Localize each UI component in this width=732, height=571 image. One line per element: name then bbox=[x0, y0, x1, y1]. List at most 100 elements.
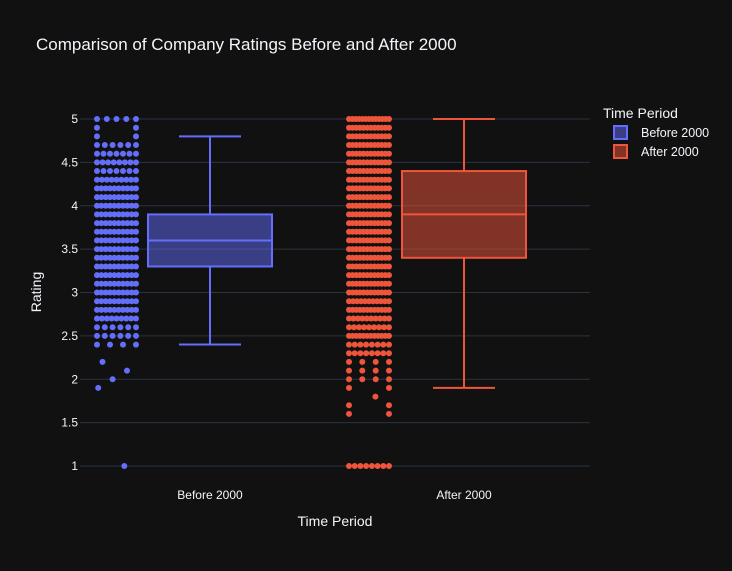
data-point-before-2000 bbox=[124, 220, 131, 227]
data-point-before-2000 bbox=[133, 133, 139, 140]
x-tick-label-after-2000: After 2000 bbox=[436, 488, 492, 502]
data-point-before-2000 bbox=[124, 298, 131, 305]
box-after-2000[interactable] bbox=[401, 118, 527, 389]
data-point-before-2000 bbox=[133, 185, 139, 192]
data-point-before-2000 bbox=[117, 332, 124, 339]
data-point-before-2000 bbox=[94, 124, 100, 131]
data-point-before-2000 bbox=[94, 280, 100, 287]
data-point-after-2000 bbox=[357, 463, 364, 469]
box-before-2000[interactable] bbox=[147, 135, 273, 346]
data-point-after-2000 bbox=[346, 350, 352, 357]
data-point-before-2000 bbox=[128, 315, 135, 322]
data-point-after-2000 bbox=[372, 367, 379, 374]
data-point-before-2000 bbox=[94, 194, 100, 201]
data-point-after-2000 bbox=[386, 402, 392, 409]
data-point-before-2000 bbox=[108, 315, 115, 322]
data-point-before-2000 bbox=[99, 358, 106, 365]
data-point-before-2000 bbox=[133, 298, 139, 305]
data-point-after-2000 bbox=[351, 350, 358, 357]
data-point-before-2000 bbox=[111, 263, 118, 270]
data-point-before-2000 bbox=[133, 263, 139, 270]
data-point-after-2000 bbox=[386, 306, 392, 313]
data-point-before-2000 bbox=[133, 142, 139, 148]
data-point-after-2000 bbox=[368, 463, 375, 469]
data-point-after-2000 bbox=[359, 376, 366, 383]
data-point-before-2000 bbox=[111, 298, 118, 305]
data-point-before-2000 bbox=[101, 324, 108, 331]
data-point-after-2000 bbox=[346, 376, 352, 383]
data-point-before-2000 bbox=[102, 280, 109, 287]
data-point-after-2000 bbox=[346, 341, 352, 348]
data-point-before-2000 bbox=[115, 185, 122, 192]
data-point-before-2000 bbox=[115, 202, 122, 209]
data-point-before-2000 bbox=[120, 272, 126, 279]
data-point-before-2000 bbox=[101, 142, 108, 148]
data-point-before-2000 bbox=[133, 280, 139, 287]
data-point-after-2000 bbox=[386, 367, 392, 374]
data-point-before-2000 bbox=[107, 280, 113, 287]
data-point-after-2000 bbox=[386, 185, 392, 192]
data-point-before-2000 bbox=[118, 176, 125, 183]
data-point-before-2000 bbox=[107, 202, 113, 209]
y-tick-label-5: 5 bbox=[71, 112, 78, 126]
data-point-before-2000 bbox=[107, 185, 113, 192]
data-point-after-2000 bbox=[346, 463, 352, 469]
data-point-after-2000 bbox=[386, 150, 392, 157]
data-point-before-2000 bbox=[102, 237, 109, 244]
y-axis-ticks: 1 1.5 2 2.5 3 3.5 4 4.5 5 bbox=[61, 112, 78, 473]
data-point-before-2000 bbox=[107, 168, 113, 174]
data-point-before-2000 bbox=[98, 289, 105, 296]
data-point-before-2000 bbox=[115, 298, 122, 305]
data-point-before-2000 bbox=[94, 298, 100, 305]
data-point-after-2000 bbox=[376, 324, 382, 331]
data-point-before-2000 bbox=[128, 228, 135, 235]
legend-item-after-2000[interactable]: After 2000 bbox=[613, 144, 699, 159]
data-point-before-2000 bbox=[107, 228, 113, 235]
data-point-before-2000 bbox=[102, 263, 109, 270]
data-point-after-2000 bbox=[386, 410, 392, 417]
data-point-before-2000 bbox=[116, 159, 123, 166]
data-point-before-2000 bbox=[107, 298, 113, 305]
data-point-before-2000 bbox=[94, 116, 100, 122]
data-point-before-2000 bbox=[107, 211, 113, 218]
data-point-before-2000 bbox=[94, 306, 100, 313]
data-point-before-2000 bbox=[102, 306, 109, 313]
data-point-after-2000 bbox=[381, 315, 388, 322]
data-point-before-2000 bbox=[113, 150, 120, 157]
data-point-before-2000 bbox=[126, 150, 133, 157]
data-point-before-2000 bbox=[94, 263, 100, 270]
data-point-before-2000 bbox=[102, 220, 109, 227]
data-point-before-2000 bbox=[124, 306, 131, 313]
data-point-before-2000 bbox=[124, 237, 131, 244]
data-point-after-2000 bbox=[386, 237, 392, 244]
data-point-before-2000 bbox=[124, 367, 130, 374]
legend-label-before-2000: Before 2000 bbox=[641, 126, 709, 140]
data-point-after-2000 bbox=[361, 324, 367, 331]
y-tick-label-3: 3 bbox=[71, 286, 78, 300]
legend-label-after-2000: After 2000 bbox=[641, 145, 699, 159]
data-point-after-2000 bbox=[346, 402, 352, 409]
data-point-before-2000 bbox=[115, 280, 122, 287]
y-tick-label-1-5: 1.5 bbox=[61, 416, 78, 430]
legend-title: Time Period bbox=[603, 105, 678, 121]
data-point-after-2000 bbox=[346, 384, 352, 391]
data-point-before-2000 bbox=[124, 211, 131, 218]
data-point-before-2000 bbox=[98, 315, 105, 322]
data-point-before-2000 bbox=[124, 254, 131, 261]
data-point-before-2000 bbox=[133, 176, 139, 183]
data-point-before-2000 bbox=[94, 324, 100, 331]
data-point-before-2000 bbox=[133, 159, 139, 166]
data-point-before-2000 bbox=[133, 116, 139, 122]
data-point-before-2000 bbox=[128, 298, 135, 305]
data-point-before-2000 bbox=[94, 289, 100, 296]
legend-item-before-2000[interactable]: Before 2000 bbox=[613, 125, 709, 140]
data-points bbox=[94, 116, 392, 469]
data-point-before-2000 bbox=[128, 263, 135, 270]
data-point-before-2000 bbox=[107, 289, 113, 296]
data-point-before-2000 bbox=[128, 306, 135, 313]
data-point-before-2000 bbox=[124, 185, 131, 192]
data-point-after-2000 bbox=[386, 202, 392, 209]
data-point-after-2000 bbox=[380, 463, 387, 469]
data-point-before-2000 bbox=[101, 332, 108, 339]
data-point-before-2000 bbox=[125, 324, 132, 331]
